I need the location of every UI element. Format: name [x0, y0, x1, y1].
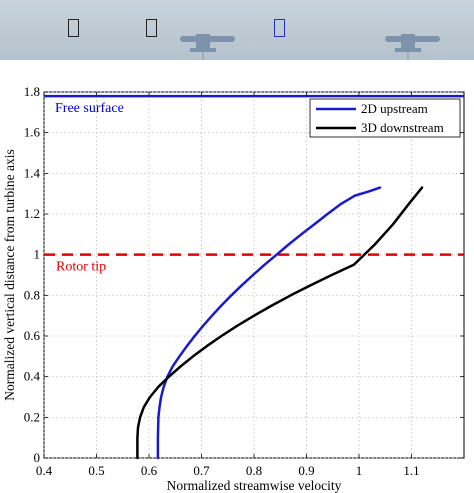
free-surface-label: Free surface — [55, 101, 124, 116]
series-2d-upstream-line — [156, 186, 382, 460]
turbine-1-icon — [180, 34, 235, 52]
grid — [43, 91, 464, 459]
legend-label-3d-downstream: 3D downstream — [361, 120, 444, 135]
legend-box — [309, 98, 461, 138]
y-tick-label: 0 — [34, 450, 41, 465]
x-tick-label: 0.7 — [193, 463, 210, 478]
x-tick-label: 0.6 — [141, 463, 158, 478]
turbine-layout-drawing: 8D — [180, 34, 440, 60]
y-tick-label: 1.2 — [24, 206, 40, 221]
reference-lines: Free surface Rotor tip — [44, 94, 464, 275]
y-tick-label: 1.4 — [24, 165, 41, 180]
y-tick-label: 0.4 — [24, 369, 41, 384]
y-tick-label: 0.2 — [24, 409, 40, 424]
measurement-bracket-3-icon — [274, 19, 285, 37]
measurement-bracket-2-icon — [146, 19, 157, 37]
y-tick-label: 0.6 — [24, 328, 41, 343]
velocity-profile-chart: 0.4 0.5 0.6 0.7 0.8 0.9 1 1.1 0 0.2 0.4 0.6 0.8 1 1.2 1… — [2, 84, 465, 493]
turbine-2-icon — [385, 34, 440, 52]
x-tick-label: 0.4 — [36, 463, 53, 478]
x-tick-label: 0.8 — [246, 463, 262, 478]
legend-label-2d-upstream: 2D upstream — [361, 101, 428, 116]
axis-ticks: 0.4 0.5 0.6 0.7 0.8 0.9 1 1.1 0 0.2 0.4 0.6 0.8 1 1.2 1… — [24, 84, 464, 478]
y-tick-label: 1 — [34, 247, 41, 262]
series-3d-downstream-line — [136, 186, 424, 460]
y-tick-label: 1.8 — [24, 84, 40, 99]
y-tick-label: 1.6 — [24, 125, 41, 140]
rotor-tip-label: Rotor tip — [56, 260, 106, 275]
x-tick-label: 1.1 — [403, 463, 419, 478]
x-tick-label: 1 — [356, 463, 363, 478]
x-axis-title: Normalized streamwise velocity — [167, 478, 342, 493]
x-tick-label: 0.9 — [298, 463, 314, 478]
y-axis-title: Normalized vertical distance from turbin… — [2, 149, 17, 401]
data-series — [136, 186, 424, 460]
y-tick-label: 0.8 — [24, 287, 40, 302]
measurement-bracket-1-icon — [68, 19, 79, 37]
turbine-schematic-banner: 8D — [0, 0, 474, 60]
legend: 2D upstream 3D downstream — [309, 98, 461, 138]
x-tick-label: 0.5 — [88, 463, 104, 478]
